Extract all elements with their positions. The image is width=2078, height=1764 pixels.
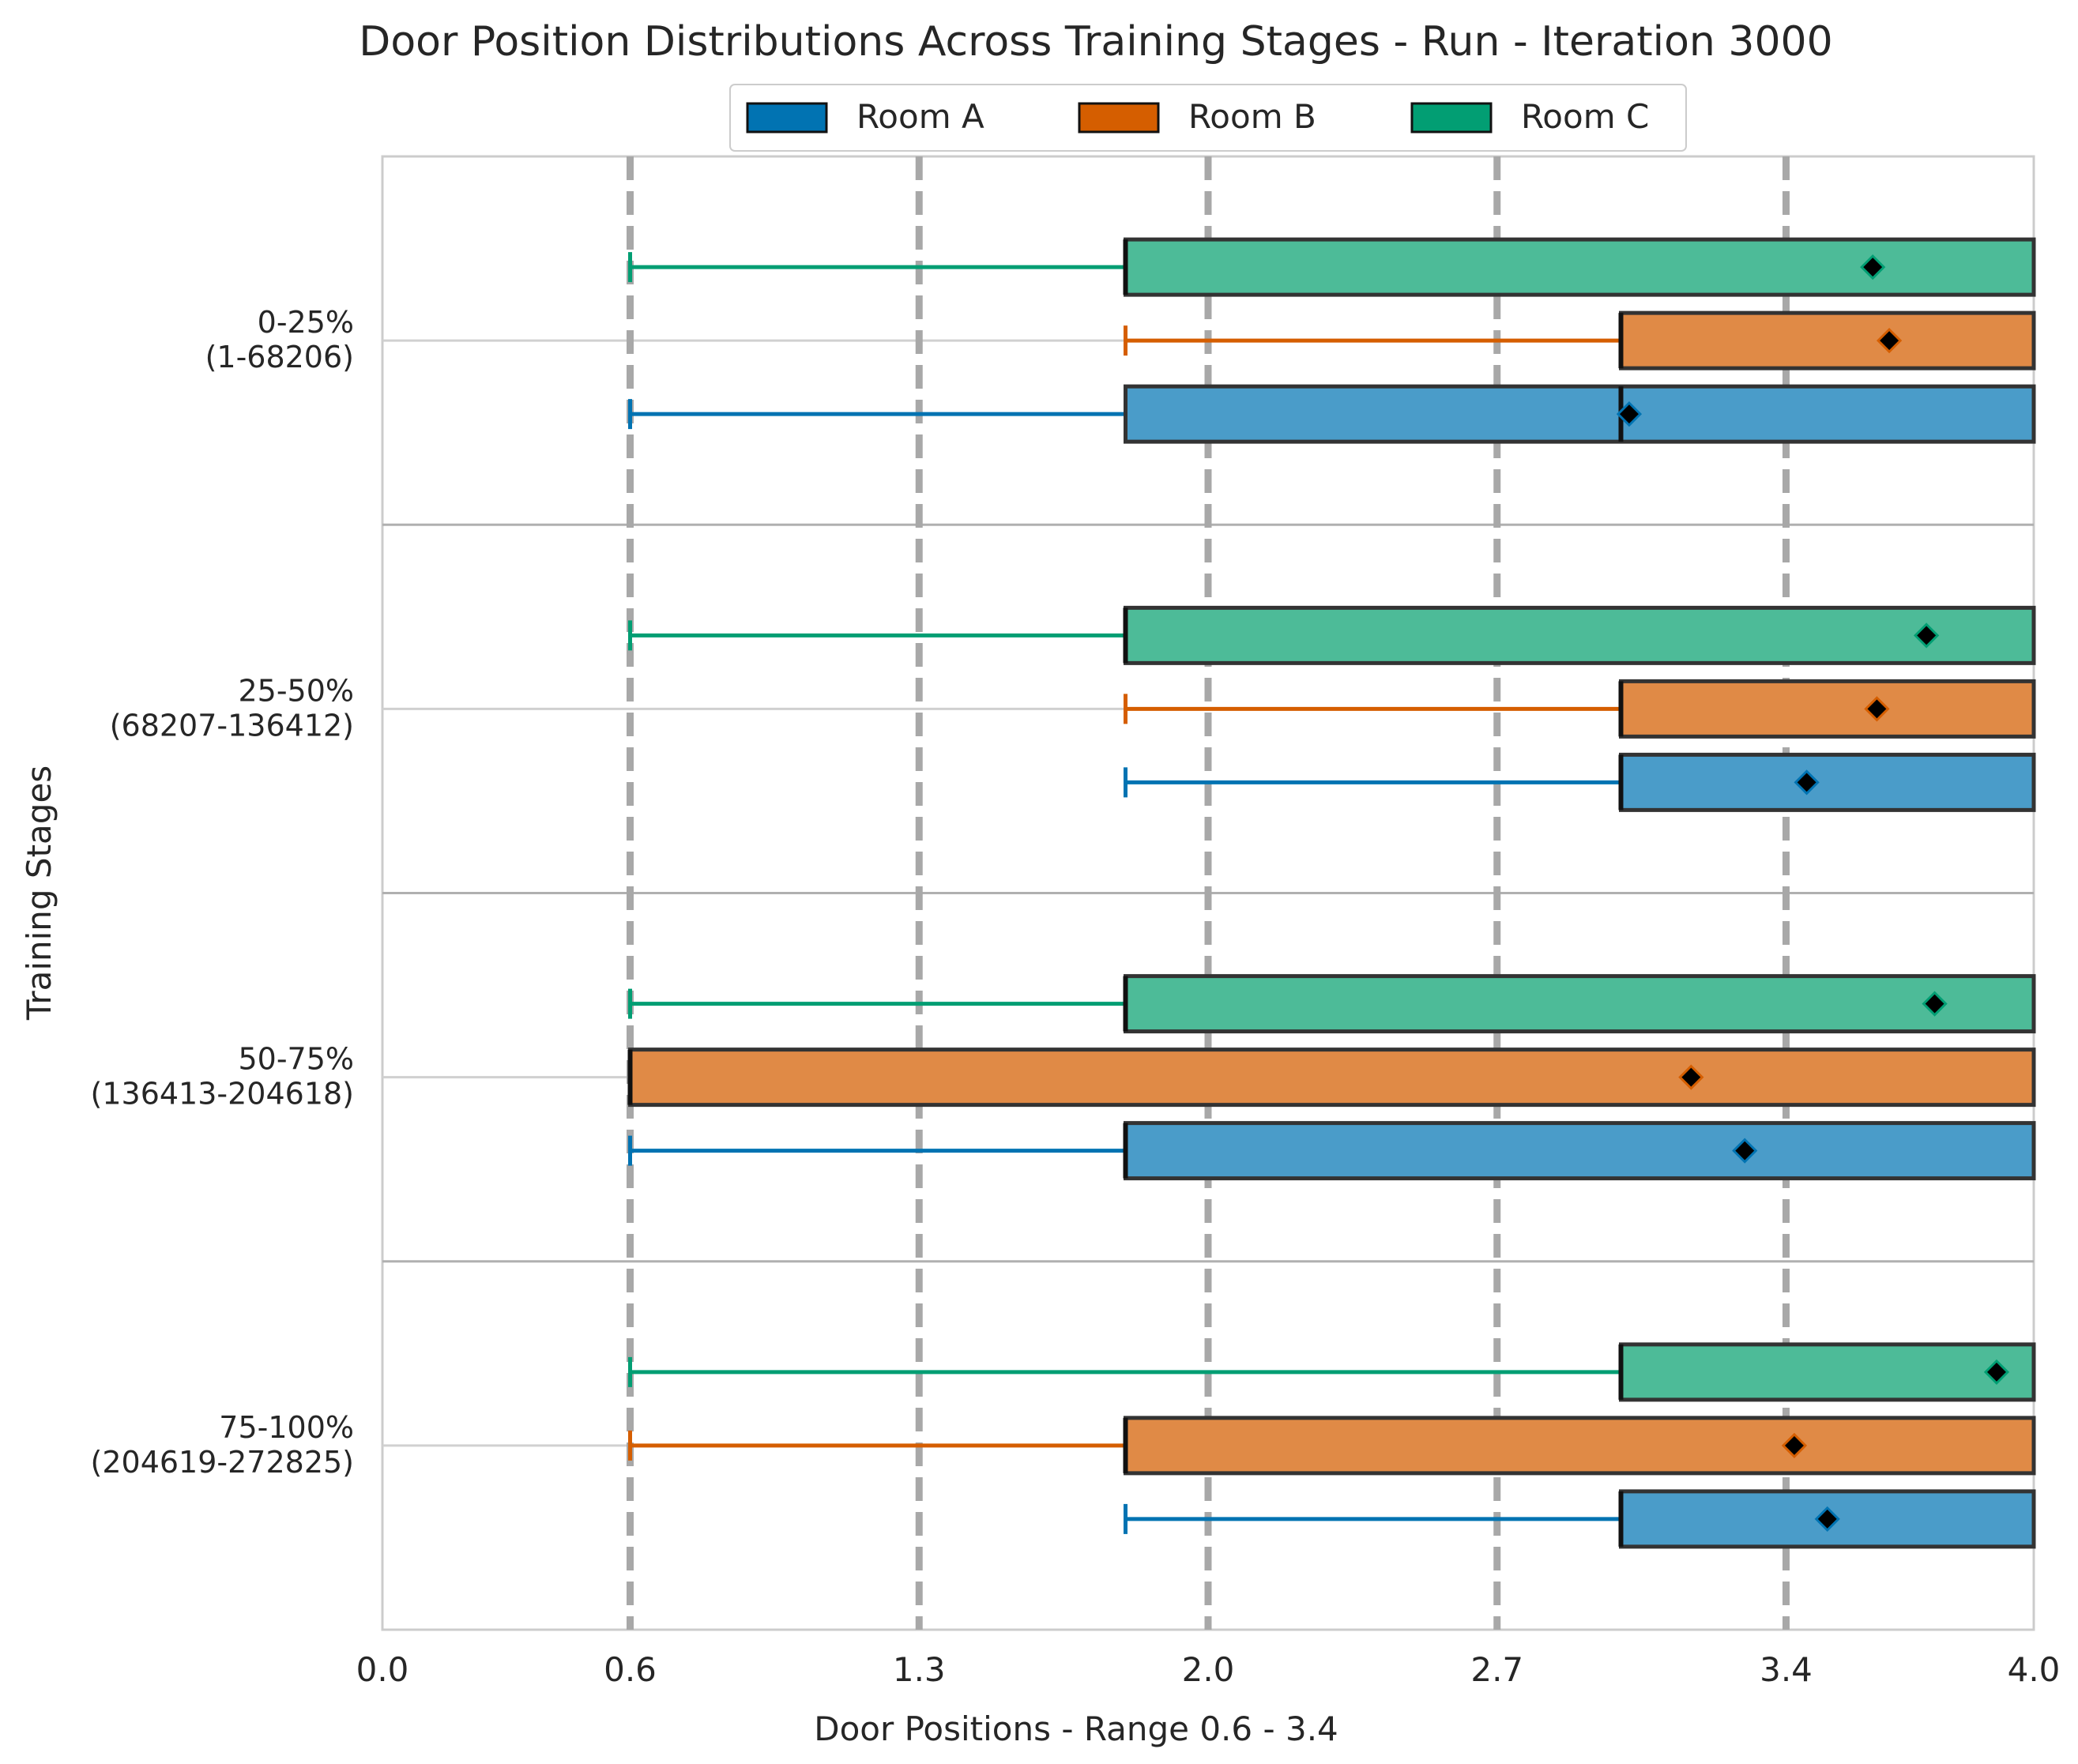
y-tick-sublabel: (136413-204618) xyxy=(91,1077,354,1111)
mean-marker xyxy=(1616,401,1643,427)
y-axis-ticks: 0-25%(1-68206) 25-50%(68207-136412) 50-75%… xyxy=(91,305,354,1480)
mean-marker xyxy=(1814,1506,1840,1532)
box-plot xyxy=(628,605,2036,665)
box xyxy=(1619,679,2036,739)
legend-label: Room A xyxy=(856,97,984,136)
legend-item: Room B xyxy=(1078,97,1316,136)
x-tick-label: 2.7 xyxy=(1470,1650,1523,1689)
box-plot xyxy=(1124,679,2036,739)
x-tick-label: 2.0 xyxy=(1182,1650,1235,1689)
legend-label: Room B xyxy=(1188,97,1316,136)
box xyxy=(1124,605,2036,665)
box xyxy=(1619,1342,2036,1402)
x-tick-label: 1.3 xyxy=(893,1650,946,1689)
x-axis-ticks: 0.0 0.6 1.3 2.0 2.7 3.4 4.0 xyxy=(356,1650,2061,1689)
legend-item: Room C xyxy=(1410,97,1649,136)
legend-items: Room A Room B Room C xyxy=(746,97,1649,136)
mean-marker xyxy=(1732,1138,1758,1164)
box-plot xyxy=(628,384,2036,444)
mean-marker xyxy=(1864,696,1890,722)
box xyxy=(1124,1416,2036,1476)
y-tick-sublabel: (204619-272825) xyxy=(91,1445,354,1480)
box xyxy=(1124,1121,2036,1181)
legend-swatch xyxy=(1078,102,1160,134)
box-plot xyxy=(628,1342,2036,1402)
mean-marker xyxy=(1983,1359,2010,1385)
mean-marker xyxy=(1877,328,1903,354)
mean-marker xyxy=(1914,622,1940,649)
x-tick-label: 4.0 xyxy=(2008,1650,2061,1689)
x-tick-label: 0.0 xyxy=(356,1650,409,1689)
mean-marker xyxy=(1678,1064,1704,1090)
box xyxy=(1619,752,2036,812)
box xyxy=(1124,384,2036,444)
y-tick-sublabel: (68207-136412) xyxy=(110,708,354,743)
x-axis-label: Door Positions - Range 0.6 - 3.4 xyxy=(814,1709,1338,1748)
mean-marker xyxy=(1794,769,1820,795)
legend-item: Room A xyxy=(746,97,984,136)
y-axis-label: Training Stages xyxy=(20,765,58,1021)
y-tick-label: 25-50% xyxy=(238,673,354,708)
box xyxy=(1124,974,2036,1034)
y-tick-sublabel: (1-68206) xyxy=(205,340,354,374)
box xyxy=(628,1047,2036,1108)
legend-swatch xyxy=(746,102,828,134)
mean-marker xyxy=(1781,1432,1808,1458)
box-plot xyxy=(1124,752,2036,812)
box-plots xyxy=(627,237,2036,1549)
box xyxy=(1124,237,2036,297)
box-plot xyxy=(1124,1489,2036,1549)
plot-area xyxy=(381,155,2036,1631)
box-plot xyxy=(628,1121,2036,1181)
x-tick-label: 3.4 xyxy=(1760,1650,1813,1689)
box-plot xyxy=(627,1047,2036,1108)
legend-label: Room C xyxy=(1521,97,1649,136)
box-plot xyxy=(628,1416,2036,1476)
y-tick-label: 0-25% xyxy=(258,305,354,340)
chart-title: Door Position Distributions Across Train… xyxy=(359,18,1832,66)
x-tick-label: 0.6 xyxy=(604,1650,657,1689)
legend-swatch xyxy=(1410,102,1493,134)
box xyxy=(1619,310,2036,370)
mean-marker xyxy=(1860,254,1886,280)
box-plot xyxy=(628,237,2036,297)
y-tick-label: 75-100% xyxy=(219,1410,354,1445)
mean-marker xyxy=(1922,991,1948,1017)
box-plot xyxy=(1124,310,2036,370)
legend-frame xyxy=(729,84,1687,152)
y-tick-label: 50-75% xyxy=(238,1042,354,1077)
box-plot xyxy=(628,974,2036,1034)
legend: Room A Room B Room C xyxy=(729,84,1687,152)
